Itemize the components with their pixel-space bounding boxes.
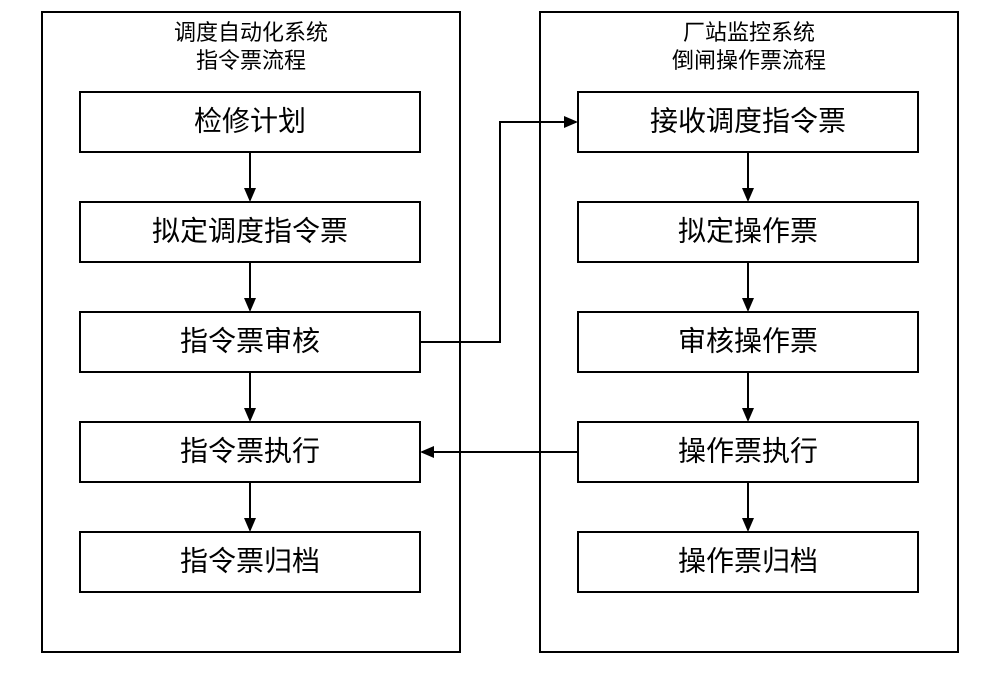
- step-label-l3: 指令票审核: [180, 326, 320, 358]
- arrow-l3-l4-head: [244, 408, 256, 422]
- arrow-l1-l2-head: [244, 188, 256, 202]
- step-label-r3: 审核操作票: [678, 326, 818, 358]
- left-panel-title-0: 调度自动化系统: [174, 20, 328, 45]
- right-panel-title-0: 厂站监控系统: [683, 20, 815, 45]
- step-label-l4: 指令票执行: [180, 436, 320, 468]
- step-label-r5: 操作票归档: [678, 546, 818, 578]
- arrow-r1-r2-head: [742, 188, 754, 202]
- arrow-l3-r1-head: [564, 116, 578, 128]
- arrow-l3-r1: [420, 122, 576, 342]
- arrow-l4-l5-head: [244, 518, 256, 532]
- step-label-l2: 拟定调度指令票: [152, 216, 348, 248]
- arrow-r3-r4-head: [742, 408, 754, 422]
- arrow-r4-r5-head: [742, 518, 754, 532]
- arrow-l2-l3-head: [244, 298, 256, 312]
- step-label-r4: 操作票执行: [678, 436, 818, 468]
- step-label-l1: 检修计划: [194, 106, 306, 138]
- step-label-l5: 指令票归档: [180, 546, 320, 578]
- left-panel-title-1: 指令票流程: [196, 48, 306, 73]
- arrow-r2-r3-head: [742, 298, 754, 312]
- arrow-r4-l4-head: [420, 446, 434, 458]
- step-label-r1: 接收调度指令票: [650, 106, 846, 138]
- step-label-r2: 拟定操作票: [678, 216, 818, 248]
- flowchart-canvas: 调度自动化系统指令票流程 厂站监控系统倒闸操作票流程检修计划拟定调度指令票指令票审…: [0, 0, 1000, 684]
- right-panel-title-1: 倒闸操作票流程: [672, 48, 826, 73]
